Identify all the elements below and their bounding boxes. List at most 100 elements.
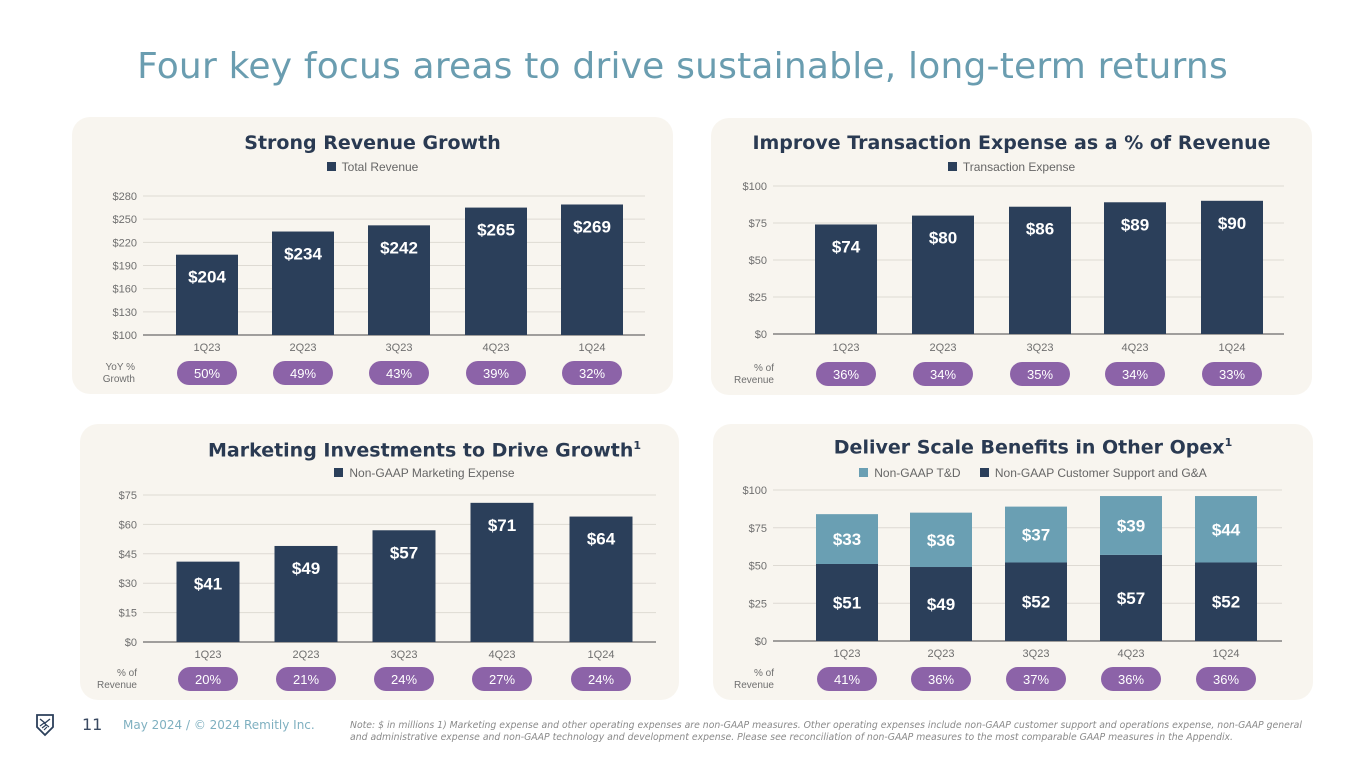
- metric-pill: [562, 361, 622, 385]
- metric-pill: [1006, 667, 1066, 691]
- y-tick-label: $30: [119, 578, 137, 590]
- x-tick-label: 1Q24: [1213, 648, 1240, 660]
- legend-swatch: [979, 468, 989, 477]
- data-label: $80: [929, 229, 957, 248]
- data-label: $90: [1218, 214, 1246, 233]
- x-tick-label: 2Q23: [930, 342, 957, 354]
- metric-pill: [276, 667, 336, 691]
- chart-title: Marketing Investments to Drive Growth1: [80, 439, 679, 461]
- y-tick-label: $250: [113, 214, 137, 226]
- x-tick-label: 2Q23: [293, 649, 320, 661]
- chart-legend: Non-GAAP T&D Non-GAAP Customer Support a…: [713, 466, 1313, 480]
- x-tick-label: 1Q24: [579, 342, 606, 354]
- metric-pill-label: 33%: [1219, 367, 1245, 382]
- chart-title: Improve Transaction Expense as a % of Re…: [711, 132, 1312, 154]
- data-label: $36: [927, 531, 955, 550]
- data-label: $41: [194, 575, 222, 594]
- x-tick-label: 2Q23: [928, 648, 955, 660]
- footer-copyright: May 2024 / © 2024 Remitly Inc.: [123, 718, 315, 732]
- bar: [1005, 562, 1067, 641]
- legend-label: Non-GAAP Marketing Expense: [349, 466, 515, 480]
- chart-legend: Transaction Expense: [711, 160, 1312, 174]
- row-label: Revenue: [97, 680, 137, 691]
- x-tick-label: 4Q23: [1122, 342, 1149, 354]
- bar: [816, 563, 878, 641]
- chart-title-text: Deliver Scale Benefits in Other Opex: [833, 436, 1225, 459]
- data-label: $57: [1117, 589, 1145, 608]
- legend-label: Non-GAAP Customer Support and G&A: [994, 466, 1207, 480]
- y-tick-label: $25: [749, 292, 767, 304]
- metric-pill-label: 37%: [1023, 672, 1049, 687]
- x-tick-label: 3Q23: [1023, 648, 1050, 660]
- bar: [1100, 554, 1162, 641]
- chart-legend: Non-GAAP Marketing Expense: [80, 466, 679, 480]
- chart-title: Strong Revenue Growth: [72, 132, 673, 154]
- data-label: $39: [1117, 516, 1145, 535]
- bar: [815, 224, 877, 334]
- legend-label: Total Revenue: [341, 160, 419, 174]
- row-label: % of: [754, 363, 774, 374]
- bar: [1201, 200, 1263, 334]
- y-tick-label: $45: [119, 549, 137, 561]
- metric-pill: [177, 361, 237, 385]
- bar: [1195, 496, 1257, 563]
- metric-pill: [913, 362, 973, 386]
- metric-pill: [571, 667, 631, 691]
- metric-pill-label: 34%: [930, 367, 956, 382]
- metric-pill-label: 36%: [833, 367, 859, 382]
- x-tick-label: 1Q23: [834, 648, 861, 660]
- bar: [274, 545, 338, 642]
- metric-pill: [466, 361, 526, 385]
- bar: [1195, 562, 1257, 641]
- bar: [910, 512, 972, 568]
- legend-item: Transaction Expense: [947, 160, 1076, 174]
- data-label: $52: [1212, 593, 1240, 612]
- data-label: $234: [284, 245, 322, 264]
- bar: [368, 225, 430, 335]
- row-label: Revenue: [734, 680, 774, 691]
- y-tick-label: $75: [749, 218, 767, 230]
- y-tick-label: $130: [113, 307, 137, 319]
- bar: [1100, 496, 1162, 555]
- metric-pill: [1010, 362, 1070, 386]
- data-label: $37: [1022, 526, 1050, 545]
- y-tick-label: $50: [749, 561, 767, 573]
- chart-title-text: Marketing Investments to Drive Growth: [207, 439, 634, 462]
- data-label: $74: [832, 237, 861, 256]
- bar: [1005, 506, 1067, 563]
- data-label: $204: [188, 268, 226, 287]
- y-tick-label: $75: [749, 523, 767, 535]
- metric-pill: [369, 361, 429, 385]
- legend-label: Transaction Expense: [962, 160, 1076, 174]
- bar: [176, 561, 240, 642]
- bar: [816, 514, 878, 564]
- y-tick-label: $100: [743, 485, 767, 497]
- data-label: $269: [573, 217, 611, 236]
- legend-swatch: [334, 468, 344, 477]
- data-label: $51: [833, 593, 861, 612]
- metric-pill: [1196, 667, 1256, 691]
- y-tick-label: $0: [755, 329, 767, 341]
- chart-title-text: Improve Transaction Expense as a % of Re…: [752, 132, 1271, 154]
- legend-swatch: [947, 162, 957, 171]
- metric-pill-label: 39%: [483, 366, 509, 381]
- metric-pill-label: 34%: [1122, 367, 1148, 382]
- bar: [470, 502, 534, 642]
- footnote-marker: 1: [633, 439, 642, 452]
- legend-item: Non-GAAP Marketing Expense: [334, 466, 515, 480]
- data-label: $57: [390, 543, 418, 562]
- metric-pill-label: 50%: [194, 366, 220, 381]
- row-label: Revenue: [734, 375, 774, 386]
- metric-pill: [1202, 362, 1262, 386]
- y-tick-label: $15: [119, 608, 137, 620]
- data-label: $49: [292, 559, 320, 578]
- bar: [912, 215, 974, 334]
- metric-pill: [374, 667, 434, 691]
- y-tick-label: $190: [113, 261, 137, 273]
- chart-title-text: Strong Revenue Growth: [244, 132, 501, 154]
- metric-pill: [817, 667, 877, 691]
- x-tick-label: 1Q23: [194, 342, 221, 354]
- bar: [372, 530, 436, 642]
- x-tick-label: 3Q23: [386, 342, 413, 354]
- data-label: $89: [1121, 215, 1149, 234]
